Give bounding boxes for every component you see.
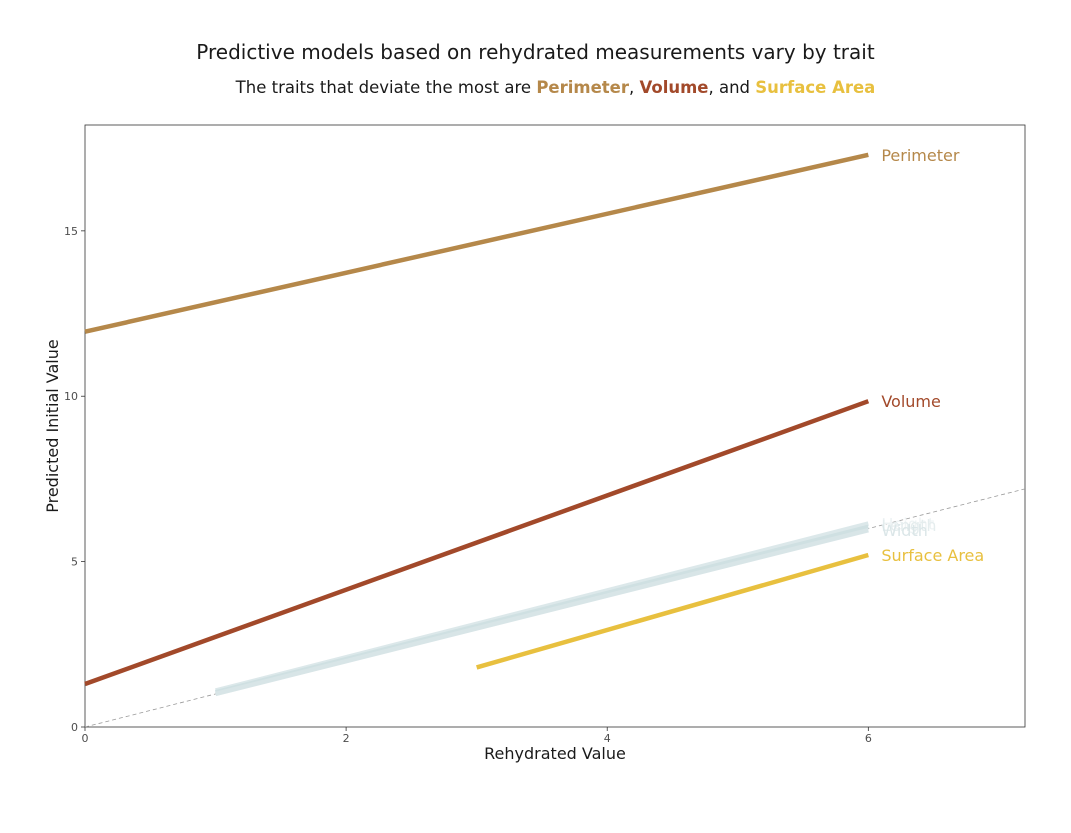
series-line-width — [215, 528, 869, 697]
series-lines-group — [84, 152, 870, 697]
subtitle-prefix: The traits that deviate the most are — [235, 78, 537, 97]
plot-panel — [84, 124, 1026, 728]
y-tick-label: 0 — [71, 721, 78, 734]
chart-title: Predictive models based on rehydrated me… — [196, 40, 875, 64]
series-line-volume — [84, 399, 870, 687]
y-axis-title: Predicted Initial Value — [43, 339, 62, 513]
series-label-surface-area: Surface Area — [881, 546, 984, 565]
subtitle-separator: , and — [708, 78, 756, 97]
y-tick-label: 10 — [64, 390, 78, 403]
y-tick-label: 15 — [64, 225, 78, 238]
series-label-width: Width — [881, 521, 927, 540]
series-label-perimeter: Perimeter — [881, 146, 959, 165]
chart-subtitle: The traits that deviate the most are Per… — [0, 78, 1071, 97]
series-label-volume: Volume — [881, 392, 941, 411]
subtitle-highlight-volume: Volume — [639, 78, 709, 97]
x-tick-label: 0 — [82, 732, 89, 745]
series-label-length: Length — [881, 516, 936, 535]
subtitle-highlight-surface-area: Surface Area — [755, 78, 876, 97]
series-line-perimeter — [84, 152, 869, 334]
subtitle-separator: , — [629, 78, 640, 97]
x-tick-label: 4 — [604, 732, 611, 745]
x-axis-title: Rehydrated Value — [484, 744, 626, 763]
x-tick-label: 6 — [865, 732, 872, 745]
series-line-surface-area — [476, 552, 869, 670]
y-tick-label: 5 — [71, 556, 78, 569]
subtitle-highlight-perimeter: Perimeter — [536, 78, 629, 97]
x-tick-label: 2 — [343, 732, 350, 745]
axis-ticks-group: 0 2 4 6 0 5 10 15 — [64, 225, 872, 745]
series-label-height: Height — [881, 515, 934, 534]
